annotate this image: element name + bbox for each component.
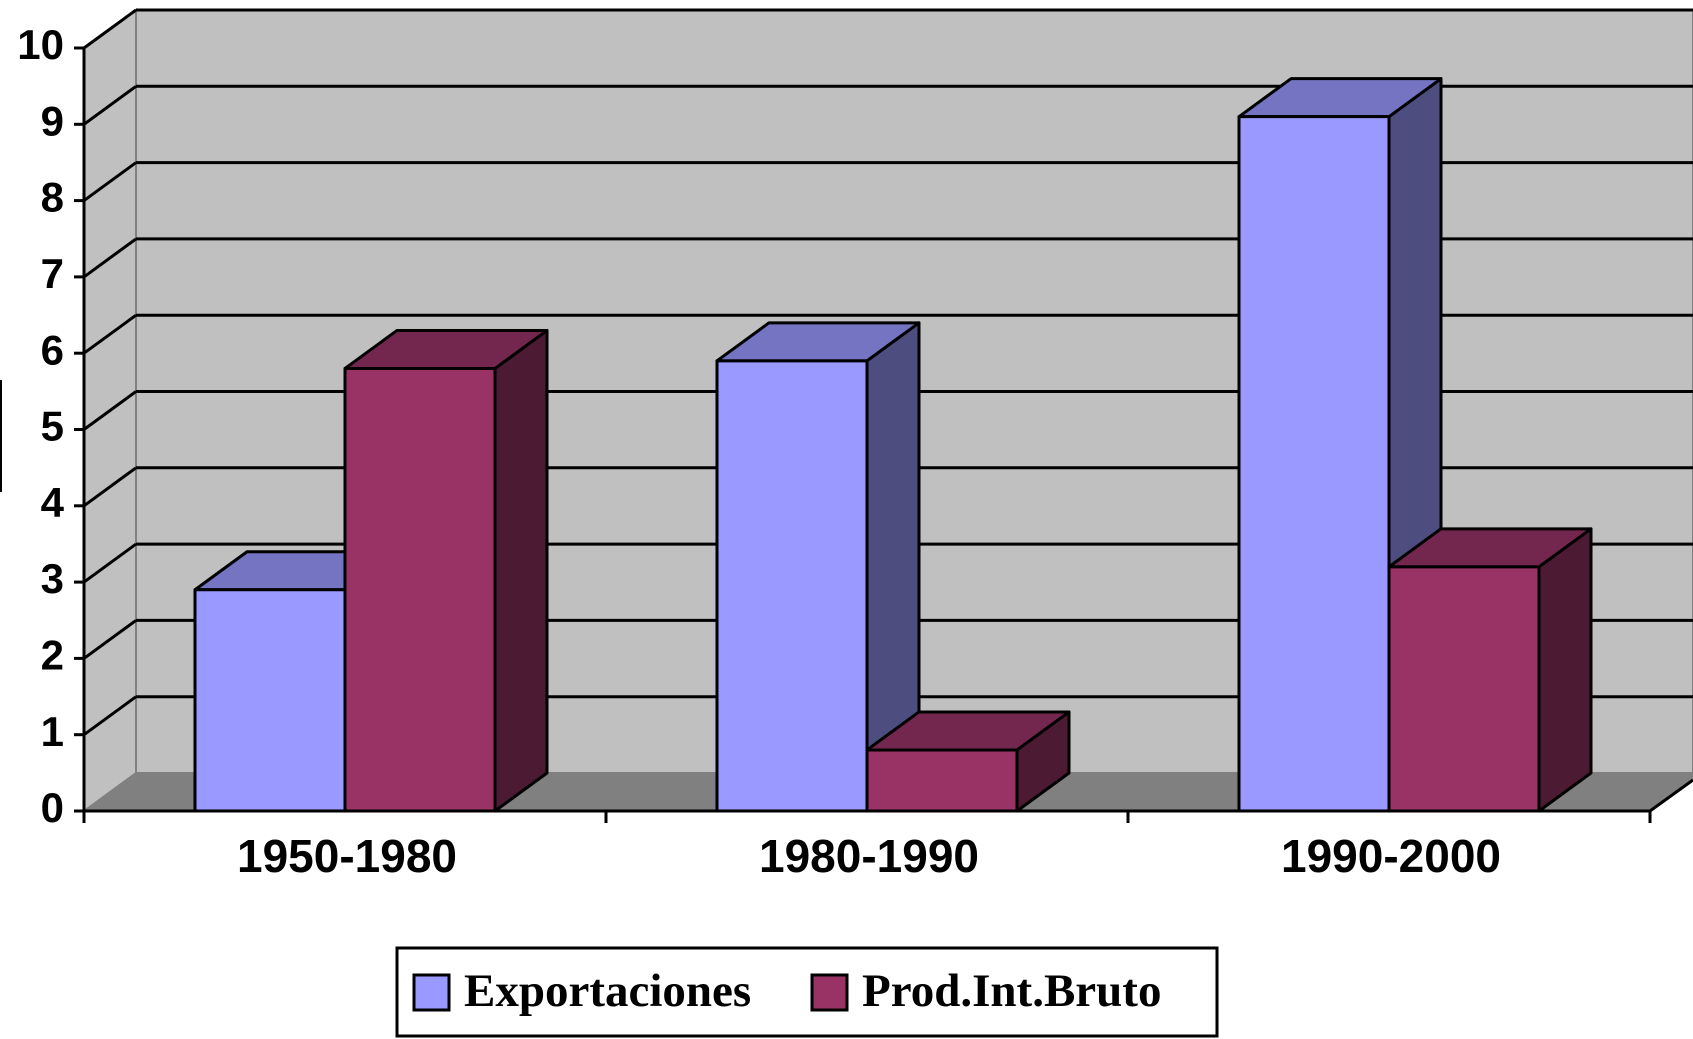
bar [715,359,869,813]
y-tick-label: 9 [41,97,64,144]
y-tick-label: 7 [41,250,64,297]
legend-label: Prod.Int.Bruto [862,965,1161,1017]
grid-line [83,237,137,279]
bar [1387,565,1541,813]
grid-line [83,390,137,431]
grid-line [83,542,137,584]
y-tick-label: 3 [41,555,64,602]
legend-label: Exportaciones [464,965,751,1017]
grid-line [83,466,137,508]
y-tick-label: 2 [41,631,64,678]
grid-line [83,85,137,126]
legend-swatch [810,973,849,1012]
x-tick-label: 1980-1990 [759,830,979,882]
bar [193,588,347,813]
y-tick-label: 4 [41,479,65,526]
bar-side [493,328,549,813]
grid-line [83,313,137,355]
y-tick-label: 5 [41,403,64,450]
y-tick-label: 8 [41,174,64,221]
y-tick-label: 6 [41,326,64,373]
y-tick-label: 1 [41,708,64,755]
x-tick-label: 1990-2000 [1281,830,1501,882]
bar [343,366,497,813]
bar [1237,115,1391,813]
y-tick-label: 10 [17,21,64,68]
grid-line [83,695,137,736]
grid-line [83,161,137,202]
bar [865,748,1019,813]
x-tick-label: 1950-1980 [237,830,457,882]
floor-edge [1649,778,1693,813]
legend-swatch [412,973,451,1012]
grid-line [83,8,137,50]
y-tick-label: 0 [41,784,64,831]
grid-line [83,619,137,660]
legend [395,946,1219,1038]
bar-side [1537,527,1593,813]
